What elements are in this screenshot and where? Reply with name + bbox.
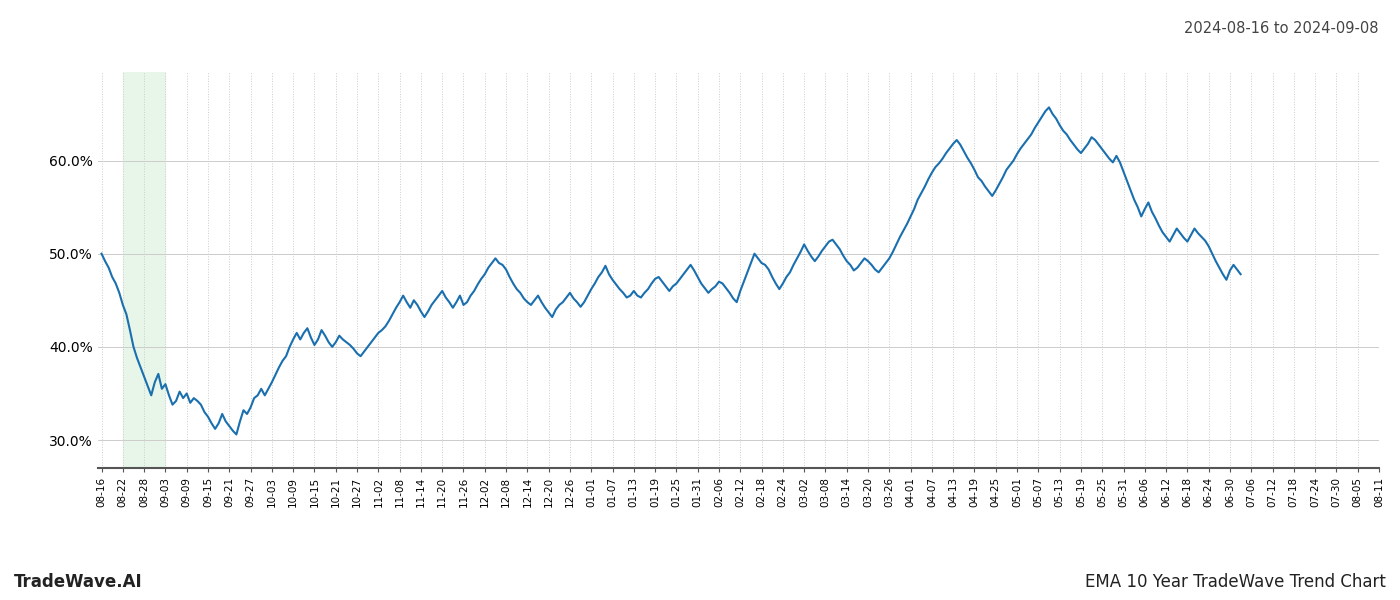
Text: TradeWave.AI: TradeWave.AI xyxy=(14,573,143,591)
Text: 2024-08-16 to 2024-09-08: 2024-08-16 to 2024-09-08 xyxy=(1184,21,1379,36)
Text: EMA 10 Year TradeWave Trend Chart: EMA 10 Year TradeWave Trend Chart xyxy=(1085,573,1386,591)
Bar xyxy=(123,72,165,468)
